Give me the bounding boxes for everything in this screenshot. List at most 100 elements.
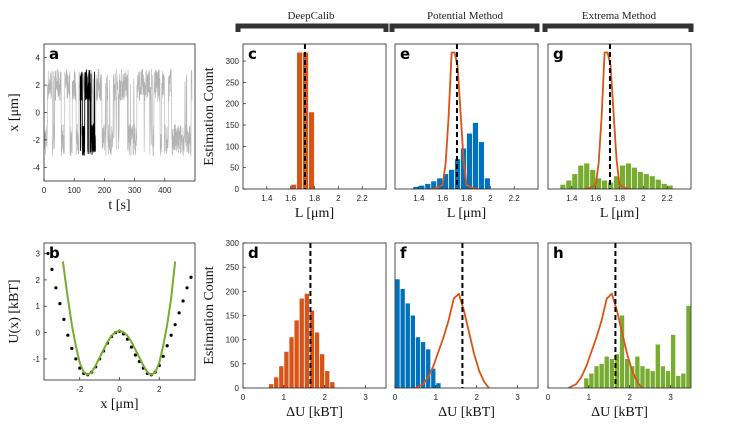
histogram-bar	[643, 174, 649, 189]
x-axis-label: L [μm]	[447, 206, 486, 221]
estimated-potential-point	[78, 366, 82, 370]
estimated-potential-point	[173, 323, 177, 327]
histogram-bar	[472, 122, 479, 189]
plot-area	[44, 68, 193, 157]
histogram-bar	[578, 165, 584, 189]
histogram-bar	[596, 178, 602, 189]
estimated-potential-point	[161, 354, 165, 358]
estimated-potential-point	[169, 333, 173, 337]
estimated-potential-point	[70, 346, 74, 350]
y-tick-label: 100	[226, 336, 240, 345]
estimated-potential-point	[66, 333, 70, 337]
y-tick-label: 50	[230, 360, 239, 369]
histogram-bar	[415, 337, 421, 388]
x-tick-label: 1.6	[590, 194, 602, 203]
panel-f-potential-dU-histogram: 0 1 2 3 f ΔU [kBT]	[393, 242, 539, 420]
estimated-potential-point	[185, 286, 189, 290]
y-axis-label: Estimation Count	[202, 67, 217, 166]
histogram-bar	[289, 337, 294, 388]
histogram-bar	[665, 371, 671, 388]
histogram-bar	[613, 176, 620, 189]
histogram-bar	[437, 178, 443, 189]
histogram-bar	[661, 183, 667, 189]
x-tick-label: 2	[627, 393, 632, 402]
histogram-bar	[635, 356, 640, 388]
panel-h-extrema-dU-histogram: 0 1 2 3 h ΔU [kBT]	[546, 242, 692, 420]
histogram-bar	[443, 174, 449, 189]
estimated-potential-point	[181, 299, 185, 303]
x-tick-label: 1	[587, 393, 592, 402]
histogram-bar	[614, 354, 620, 388]
panel-e-potential-L-histogram: 1.4 1.6 1.8 2 2.2 e L [μm]	[394, 43, 539, 221]
y-tick-label: -2	[33, 136, 41, 145]
histogram-bar	[314, 332, 320, 388]
y-tick-label: 0	[235, 185, 240, 194]
histogram-bar	[426, 349, 431, 388]
histogram-bar	[609, 359, 614, 388]
x-tick-label: 2	[322, 393, 327, 402]
x-tick-label: 3	[363, 393, 368, 402]
histogram-bar	[619, 165, 626, 189]
deepcalib-overlay-line	[415, 292, 490, 388]
histogram-bar	[304, 293, 309, 388]
histogram-bar	[655, 179, 661, 189]
x-axis-label: L [μm]	[600, 206, 639, 221]
axes-frame	[547, 43, 692, 190]
y-tick-label: 150	[226, 312, 240, 321]
histogram-bar	[560, 184, 566, 189]
panel-letter: d	[248, 244, 259, 262]
x-axis-label: ΔU [kBT]	[438, 405, 495, 420]
x-tick-label: 0	[393, 393, 398, 402]
panel-letter: b	[49, 244, 60, 262]
panel-a-trajectory: 0 100 200 300 400 -4 -2 0 2 4 a t [s] x [μm]	[7, 43, 196, 213]
histogram-bar	[308, 112, 315, 189]
x-tick-label: 1	[434, 393, 439, 402]
histogram-bar	[466, 133, 473, 189]
y-tick-label: 0	[235, 384, 240, 393]
histogram-bar	[320, 354, 325, 388]
x-tick-label: 1.4	[261, 194, 273, 203]
histogram-bar	[299, 298, 304, 388]
panel-letter: h	[553, 244, 564, 262]
plot-area	[46, 251, 193, 377]
x-tick-label: 2	[474, 393, 479, 402]
panel-letter: f	[400, 244, 407, 262]
panel-letter: e	[400, 45, 410, 63]
histogram-bar	[419, 185, 425, 189]
y-tick-label: 50	[230, 164, 239, 173]
histogram-bar	[681, 373, 686, 388]
y-tick-label: 3	[36, 250, 41, 259]
group-title-extrema: Extrema Method	[582, 10, 657, 22]
histogram-bar	[667, 185, 673, 189]
panel-b-potential: -2 0 2 -1 0 1 2 3 b x [μm] U(x) [kBT]	[7, 242, 196, 412]
axes-frame	[394, 242, 539, 389]
histogram-bar	[284, 351, 289, 388]
histogram-bar	[410, 315, 416, 388]
group-bracket-deepcalib	[235, 23, 389, 32]
y-tick-label: 1	[36, 302, 41, 311]
histogram-bar	[395, 279, 400, 388]
x-axis-label: t [s]	[108, 198, 130, 213]
group-title-potential: Potential Method	[427, 10, 504, 22]
x-tick-label: 0	[117, 385, 122, 394]
y-tick-label: -1	[33, 355, 41, 364]
histogram-bar	[420, 342, 426, 388]
histogram-bar	[449, 169, 455, 189]
deepcalib-overlay-line	[568, 292, 643, 388]
trajectory-line	[44, 68, 193, 157]
x-tick-label: 1.8	[461, 194, 473, 203]
x-tick-label: 200	[98, 186, 112, 195]
x-tick-label: 2	[336, 194, 341, 203]
plot-area	[268, 243, 335, 388]
estimated-potential-point	[177, 311, 181, 315]
estimated-potential-point	[58, 301, 62, 306]
axes-frame	[43, 242, 196, 381]
group-header-extrema: Extrema Method	[542, 10, 694, 32]
y-tick-label: 4	[36, 54, 41, 63]
x-tick-label: 300	[128, 186, 142, 195]
estimated-potential-point	[133, 353, 137, 357]
histogram-bar	[436, 383, 441, 388]
y-axis-label: U(x) [kBT]	[7, 279, 22, 343]
histogram-bar	[566, 180, 572, 189]
